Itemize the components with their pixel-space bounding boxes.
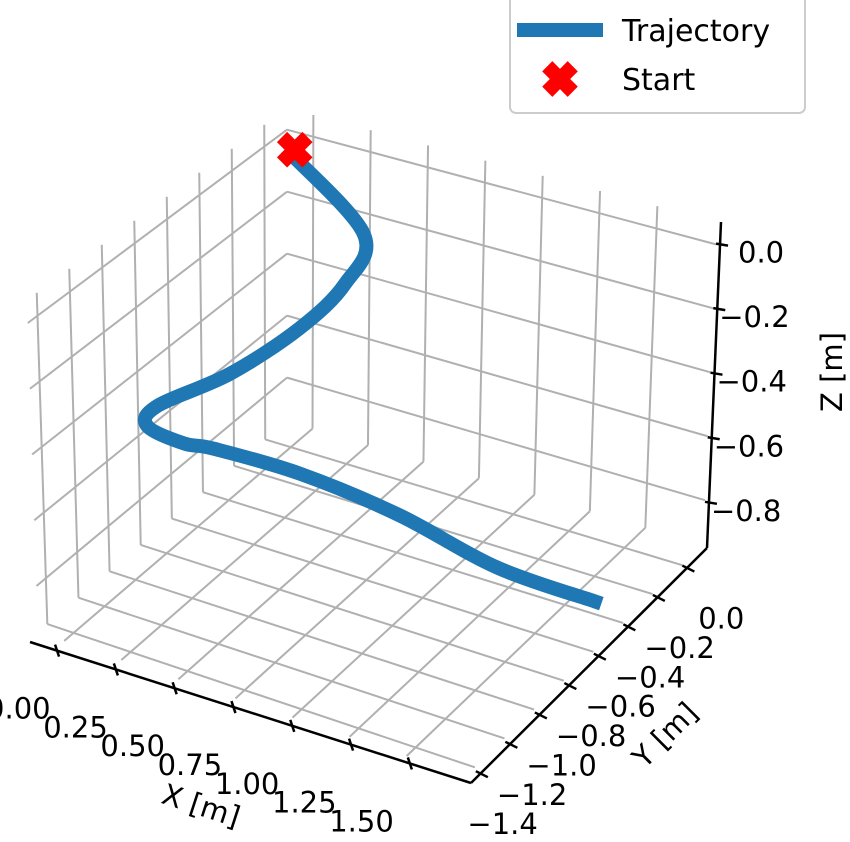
side-pane-gridline-y (230, 148, 236, 466)
back-pane-gridline-x (311, 114, 315, 429)
side-pane-gridline-y (165, 196, 173, 519)
x-axis-tick (347, 738, 355, 752)
y-axis-tick (681, 564, 695, 573)
y-tick-label: −1.0 (526, 748, 596, 782)
y-tick-label: −0.8 (556, 719, 626, 753)
x-axis-tick (112, 663, 120, 676)
x-axis-tick (53, 644, 61, 658)
floor-gridline-y (109, 570, 535, 711)
z-tick-label: 0.0 (738, 236, 784, 270)
floor-gridline-x (177, 460, 425, 680)
x-axis-tick (289, 719, 296, 733)
side-pane-gridline-y (263, 124, 267, 440)
y-axis-tick (652, 593, 666, 603)
trajectory-line (137, 143, 604, 611)
z-tick-label: −0.2 (719, 300, 789, 334)
x-axis-tick (171, 681, 178, 695)
y-tick-label: 0.0 (698, 602, 744, 636)
x-tick-label: 1.00 (215, 767, 280, 801)
x-axis-line (29, 640, 472, 785)
floor-gridline-y (202, 491, 624, 624)
z-tick-label: −0.6 (714, 429, 784, 463)
z-axis-tick (704, 500, 718, 506)
back-pane-gridline-z (286, 314, 708, 438)
side-pane-gridline-z (31, 252, 288, 456)
floor-gridline-y (78, 596, 505, 740)
x-tick-label: 1.50 (329, 804, 394, 838)
y-axis-tick (593, 652, 607, 661)
z-axis-label: Z [m] (815, 332, 849, 412)
floor-gridline-y (47, 623, 476, 769)
side-pane-gridline-z (27, 128, 288, 324)
back-pane-gridline-z (286, 376, 706, 502)
back-pane-gridline-x (422, 145, 430, 462)
back-pane-gridline-x (366, 130, 372, 446)
x-tick-label: 1.25 (272, 786, 337, 820)
side-pane-gridline-y (133, 220, 142, 545)
floor-gridline-x (291, 494, 536, 719)
floor-gridline-x (348, 510, 591, 738)
back-pane-gridline-z (286, 190, 714, 310)
y-tick-label: −0.2 (644, 631, 714, 665)
tick-labels: 0.000.250.500.751.001.251.500.0−0.2−0.4−… (0, 236, 790, 842)
back-pane-gridline-x (533, 175, 544, 495)
legend-trajectory-label: Trajectory (621, 14, 770, 49)
side-pane-gridline-y (35, 292, 49, 625)
x-axis-tick (406, 757, 414, 770)
series-layer (137, 131, 604, 611)
x-tick-label: 0.25 (43, 710, 108, 744)
floor-gridline-x (234, 477, 480, 700)
z-axis-tick (713, 306, 726, 312)
floor-gridline-y (171, 517, 594, 653)
z-axis-line (705, 221, 723, 549)
y-axis-tick (504, 740, 518, 749)
x-axis-tick (230, 700, 237, 714)
z-axis-tick (710, 371, 723, 376)
z-tick-label: −0.8 (711, 494, 781, 528)
floor-gridline-y (264, 438, 683, 567)
back-pane-gridline-x (644, 206, 659, 528)
y-axis-tick (563, 681, 577, 691)
start-x-marker (276, 131, 313, 168)
legend: Trajectory Start (509, 0, 806, 114)
y-axis-tick (534, 711, 548, 720)
y-axis-tick (475, 770, 489, 779)
y-axis-tick (622, 623, 636, 632)
floor-gridline-x (405, 527, 647, 757)
back-pane-gridline-x (477, 160, 487, 479)
back-pane-gridline-x (588, 190, 602, 512)
floor-gridline-x (120, 444, 369, 661)
y-tick-label: −0.6 (585, 690, 655, 724)
grid-lines (27, 114, 717, 769)
y-tick-label: −1.2 (497, 778, 567, 812)
side-pane-gridline-z (29, 190, 288, 390)
z-axis-tick (715, 242, 729, 247)
side-pane-gridline-z (33, 314, 288, 522)
y-tick-label: −1.4 (467, 807, 537, 841)
side-pane-gridline-z (35, 376, 288, 587)
side-pane-gridline-y (68, 268, 80, 598)
x-tick-label: 0.00 (0, 692, 51, 726)
legend-start-label: Start (622, 63, 696, 98)
legend-start-x-marker-icon (542, 61, 578, 97)
z-tick-label: −0.4 (716, 365, 786, 399)
floor-gridline-y (233, 464, 653, 596)
x-tick-label: 0.75 (158, 748, 223, 782)
z-axis-tick (707, 436, 720, 441)
side-pane-gridline-y (100, 244, 111, 572)
floor-gridline-y (140, 544, 565, 682)
axes (29, 221, 729, 785)
x-tick-label: 0.50 (100, 729, 165, 763)
back-pane-gridline-z (286, 128, 717, 246)
y-tick-label: −0.4 (615, 660, 685, 694)
side-pane-gridline-y (198, 172, 204, 493)
